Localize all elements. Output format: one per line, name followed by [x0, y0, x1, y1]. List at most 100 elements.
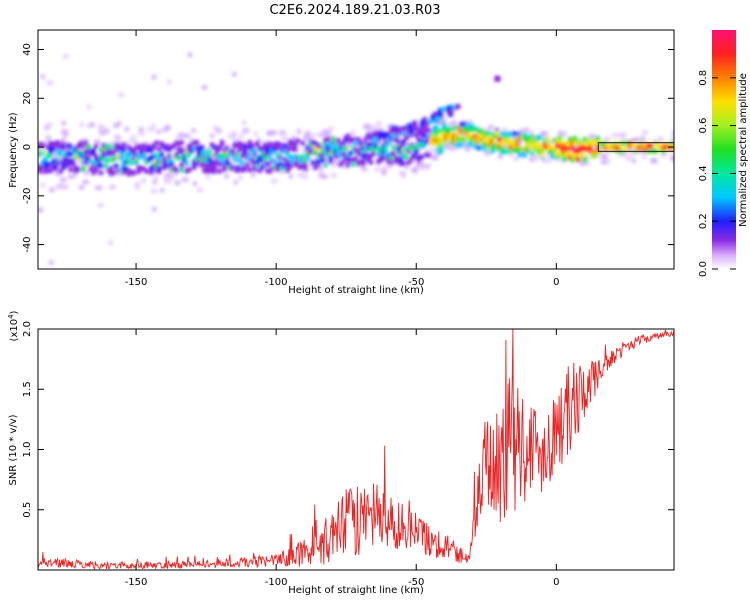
spectrogram-ridge-cell	[567, 151, 573, 157]
spectrogram-ridge-cell	[535, 147, 540, 153]
spectrogram-ridge-cell	[502, 148, 507, 154]
spectrogram-ridge-cell	[240, 153, 245, 159]
spectrogram-ridge-cell	[570, 142, 575, 148]
spectrogram-noise-cell	[508, 151, 515, 157]
spectrogram-ridge-cell	[217, 153, 222, 159]
spectrogram-ridge-cell	[262, 156, 268, 161]
spectrogram-branch-cell	[427, 119, 433, 125]
spectrogram-ridge-cell	[333, 153, 338, 159]
spectrogram-ridge-cell	[313, 150, 318, 156]
spectrogram-ridge-cell	[58, 147, 63, 153]
spectrogram-noise-cell	[108, 240, 114, 246]
spectrogram-ridge-cell	[593, 153, 598, 159]
spectrogram-ridge-cell	[187, 151, 192, 157]
spectrogram-ridge-cell	[177, 146, 182, 152]
spectrogram-noise-cell	[166, 79, 172, 85]
spectrogram-noise-cell	[309, 163, 314, 169]
spectrogram-noise-cell	[650, 157, 657, 163]
spectrogram-ridge-cell	[179, 167, 184, 173]
spectrogram-ridge-cell	[600, 141, 606, 147]
spectrogram-ridge-cell	[388, 159, 394, 165]
spectrogram-ridge-cell	[171, 143, 177, 149]
spectrogram-noise-cell	[281, 135, 288, 141]
spectrogram-noise-cell	[621, 135, 626, 141]
snr-x-tick-label: 0	[553, 577, 559, 588]
spectrogram-ridge-cell	[303, 165, 308, 171]
spectrogram-ridge-cell	[287, 143, 293, 149]
spectrogram-ridge-cell	[131, 156, 137, 162]
spectrogram-ridge-cell	[63, 161, 68, 167]
spectrogram-noise-cell	[328, 145, 334, 151]
spectrogram-ridge-cell	[126, 157, 131, 163]
spectrogram-ridge-cell	[519, 132, 525, 138]
spectrogram-ridge-cell	[504, 131, 510, 137]
spectrogram-ridge-cell	[199, 145, 205, 150]
spectrogram-ridge-cell	[522, 132, 527, 138]
spectrogram-noise-cell	[151, 123, 156, 129]
spectrogram-ridge-cell	[434, 124, 439, 130]
spectrogram-ridge-cell	[48, 168, 53, 174]
spectrogram-ridge-cell	[285, 160, 290, 165]
spectrogram-ridge-cell	[595, 135, 600, 141]
spectrogram-noise-cell	[612, 132, 619, 138]
spectrogram-noise-cell	[545, 151, 551, 157]
spectrogram-ridge-cell	[217, 146, 222, 151]
spectrogram-ridge-cell	[184, 160, 189, 166]
spectrogram-ridge-cell	[61, 158, 66, 164]
spectrogram-branch-cell	[446, 105, 452, 111]
spectrogram-ridge-cell	[350, 162, 356, 167]
spectrogram-noise-cell	[618, 132, 624, 138]
spectrogram-noise-cell	[253, 131, 259, 137]
spectrogram-isolated-blob	[494, 75, 501, 82]
spectrogram-ridge-cell	[459, 142, 464, 148]
spectrogram-ridge-cell	[161, 165, 167, 170]
spectrogram-branch-cell	[406, 129, 412, 135]
spectrogram-ridge-cell	[454, 142, 459, 148]
spectrogram-ridge-cell	[169, 161, 174, 166]
spectrogram-noise-cell	[273, 155, 280, 161]
spectrogram-noise-cell	[238, 134, 244, 140]
spectrogram-ridge-cell	[71, 161, 76, 167]
spectrogram-ridge-cell	[373, 133, 379, 139]
spectrogram-noise-cell	[461, 133, 467, 139]
spectrogram-ridge-cell	[265, 146, 270, 152]
spectrogram-ridge-cell	[305, 144, 311, 150]
spectrogram-ridge-cell	[502, 135, 507, 141]
spectrogram-noise-cell	[205, 174, 211, 180]
spectrogram-ridge-cell	[40, 143, 46, 149]
spectrogram-ridge-cell	[608, 147, 613, 153]
spectrogram-noise-cell	[172, 171, 178, 177]
spectrogram-ridge-cell	[419, 139, 424, 145]
spectrogram-ridge-cell	[461, 121, 467, 127]
spectrogram-noise-cell	[308, 137, 313, 143]
spectrogram-noise-cell	[147, 126, 154, 132]
spectrogram-ridge-cell	[668, 141, 674, 147]
spectrogram-noise-cell	[671, 137, 674, 143]
spectrogram-noise-cell	[411, 167, 418, 173]
colorbar: 0.0 0.2 0.4 0.6 0.8 Normalized spectral ampl…	[698, 30, 749, 277]
spectrogram-ridge-cell	[580, 152, 585, 158]
spectrogram-ridge-cell	[388, 155, 394, 161]
spectrogram-ridge-cell	[53, 166, 58, 172]
spectrogram-noise-cell	[374, 167, 381, 173]
spectrogram-ridge-cell	[484, 131, 490, 137]
spectrogram-noise-cell	[327, 134, 333, 140]
spectrogram-ridge-cell	[240, 165, 245, 171]
spectrogram-ridge-cell	[40, 159, 46, 165]
spectrogram-ridge-cell	[512, 143, 517, 148]
spectrogram-noise-cell	[588, 133, 595, 139]
spectrogram-ridge-cell	[504, 137, 510, 143]
colorbar-tick-label: 0.2	[698, 213, 709, 229]
spectrogram-ridge-cell	[144, 168, 149, 174]
spectrogram-noise-cell	[40, 182, 46, 188]
spectrogram-ridge-cell	[366, 153, 371, 159]
spectrogram-ridge-cell	[55, 160, 61, 166]
spectrogram-noise-cell	[323, 132, 330, 138]
spectrogram-ridge-cell	[416, 142, 421, 148]
spectrogram-ridge-cell	[250, 143, 255, 149]
spectrogram-ridge-cell	[219, 153, 225, 158]
spectrogram-ridge-cell	[209, 142, 215, 148]
spectrogram-ridge-cell	[514, 141, 520, 147]
spectrogram-ridge-cell	[368, 147, 374, 153]
spectrogram-ridge-cell	[287, 161, 293, 166]
